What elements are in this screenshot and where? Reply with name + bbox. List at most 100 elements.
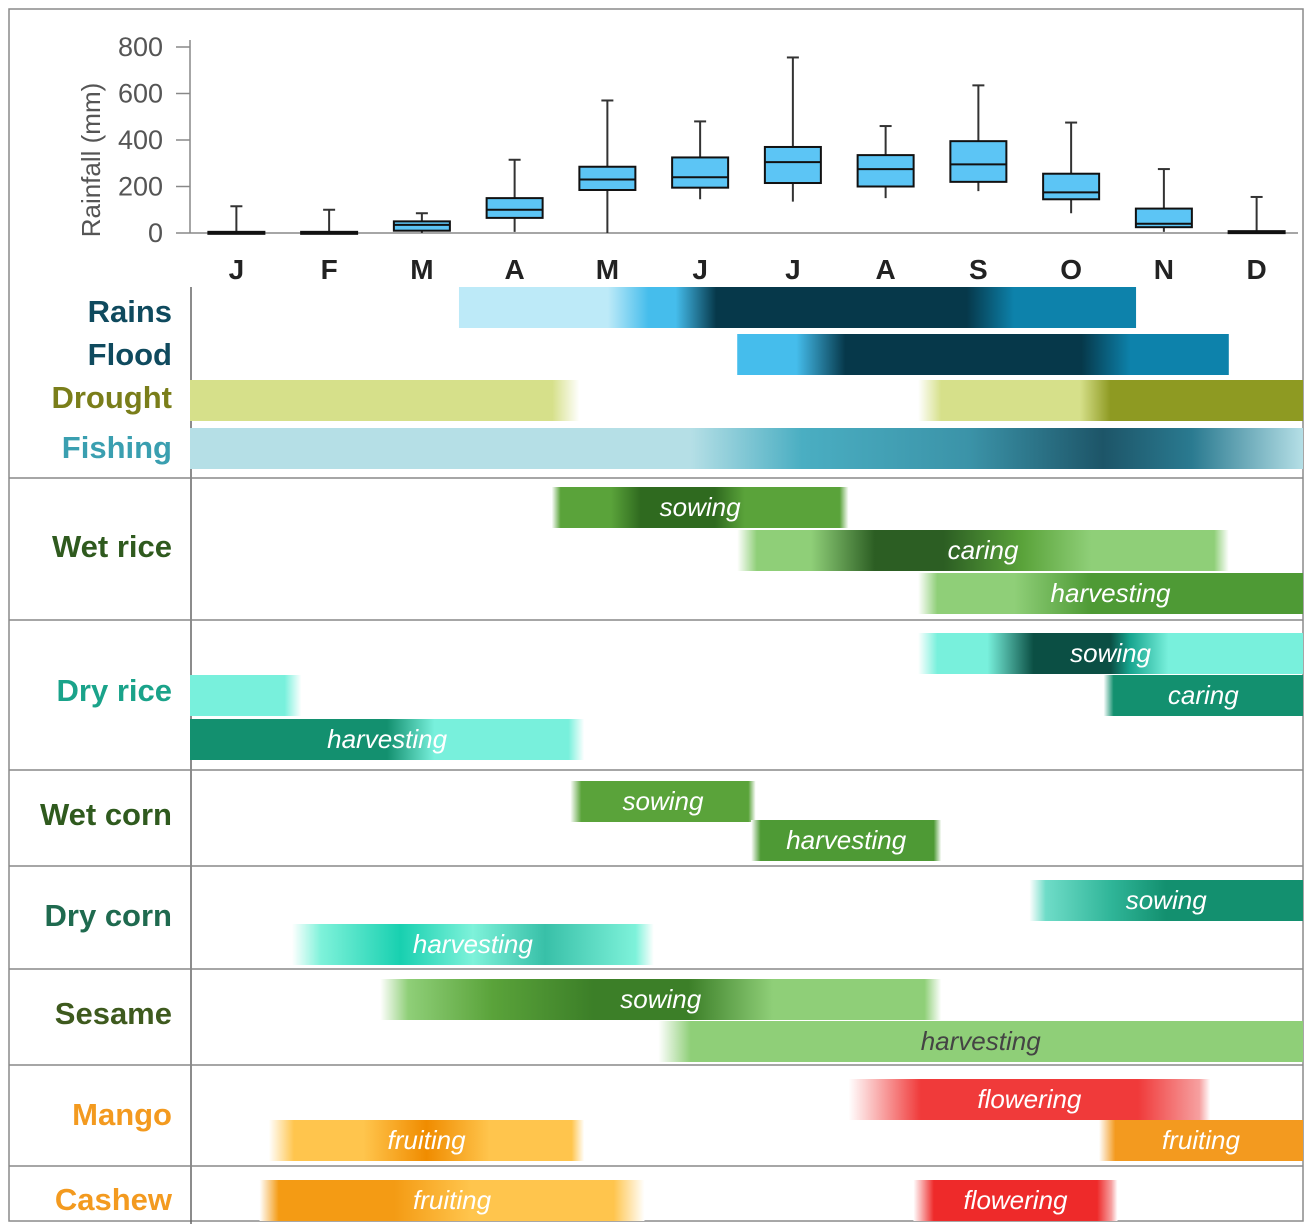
activity-label: Drought [51,380,172,415]
month-label: F [321,254,338,285]
box-iqr [1134,207,1193,229]
activity-bar [1098,1120,1303,1161]
activity-bar-label: fruiting [1162,1125,1241,1155]
activity-cashew: Cashew fruiting flowering [55,1180,1118,1221]
y-tick-label: 600 [118,79,163,109]
activity-bar [292,924,654,965]
activity-bar-label: sowing [660,492,741,522]
activity-mango: Mango flowering fruiting fruiting [72,1079,1303,1161]
month-label: A [876,254,896,285]
activity-label: Rains [88,294,172,329]
activity-dry-rice: Dry rice sowing caring harvesting [57,633,1303,760]
activity-bar [268,1120,585,1161]
y-tick-label: 200 [118,172,163,202]
y-tick-label: 0 [148,218,163,248]
activity-bar [190,719,585,760]
activity-bar-label: harvesting [1051,578,1171,608]
rainfall-box-6 [671,120,730,200]
figure-frame [8,8,1304,1222]
activity-bar [551,487,849,528]
activity-bar-label: caring [1168,680,1239,710]
activity-bar [1029,880,1303,921]
activity-label: Flood [88,337,172,372]
activity-bar [737,530,1229,571]
y-tick-label: 800 [118,32,163,62]
activity-bar-label: harvesting [786,825,906,855]
rainfall-box-7 [763,56,822,202]
activity-calendar: Rains Flood Drought Fishing Wet rice sowing ca… [9,287,1303,1224]
activity-bar-label: sowing [623,786,704,816]
activity-sesame: Sesame sowing harvesting [55,979,1303,1062]
activity-bar [918,380,1303,421]
activity-bar [751,820,942,861]
activity-bar [570,781,756,822]
activity-bar [918,573,1303,614]
y-axis-label: Rainfall (mm) [76,83,106,238]
activity-bar-label: sowing [620,984,701,1014]
box-iqr [485,197,544,219]
box-iqr [392,220,451,232]
rainfall-box-1 [207,205,266,235]
activity-rains: Rains [88,287,1137,329]
month-label: J [692,254,708,285]
box-iqr [949,140,1008,183]
month-label: A [505,254,525,285]
activity-bar [259,1180,645,1221]
activity-bar [848,1079,1211,1120]
box-iqr [1042,172,1101,201]
activity-label: Mango [72,1097,172,1132]
activity-bar [1103,675,1303,716]
rainfall-box-12 [1227,195,1286,235]
activity-label: Wet rice [52,529,172,564]
rainfall-box-11 [1134,168,1193,232]
activity-bar-label: fruiting [387,1125,466,1155]
rainfall-box-10 [1042,121,1101,214]
activity-label: Wet corn [40,797,172,832]
activity-drought: Drought [51,380,1303,421]
activity-bar-label: fruiting [413,1185,492,1215]
box-iqr [578,165,637,191]
activity-bar [190,675,302,716]
activity-label: Dry rice [57,673,172,708]
month-label: N [1154,254,1174,285]
activity-bar [918,633,1303,674]
y-tick-label: 400 [118,125,163,155]
activity-fishing: Fishing [62,428,1303,469]
month-label: J [229,254,245,285]
box-iqr [763,145,822,185]
activity-label: Dry corn [45,898,172,933]
box-iqr [856,154,915,188]
activity-wet-rice: Wet rice sowing caring harvesting [52,487,1303,614]
rainfall-box-8 [856,125,915,199]
activity-bar [913,1180,1118,1221]
activity-dry-corn: Dry corn sowing harvesting [45,880,1303,965]
rainfall-box-3 [392,212,451,233]
box-iqr [671,156,730,189]
activity-bar-label: sowing [1126,885,1207,915]
rainfall-box-2 [300,208,359,235]
activity-bar-label: sowing [1070,638,1151,668]
activity-bar-label: harvesting [413,929,533,959]
activity-bar-label: harvesting [327,724,447,754]
month-label: J [785,254,801,285]
rainfall-box-5 [578,99,637,233]
rainfall-box-4 [485,158,544,232]
rainfall-boxplot: 0 200 400 600 800 J F M A M J J A S O N D [118,32,1298,285]
activity-bar-label: caring [948,535,1019,565]
activity-label: Sesame [55,996,172,1031]
activity-bar [380,979,942,1020]
activity-bar [458,287,1137,328]
month-label: D [1247,254,1267,285]
month-label: O [1060,254,1082,285]
activity-bar [737,334,1229,375]
rainfall-box-9 [949,84,1008,192]
activity-bar [190,380,580,421]
activity-label: Fishing [62,430,172,465]
activity-bar-label: harvesting [921,1026,1041,1056]
activity-wet-corn: Wet corn sowing harvesting [40,781,942,861]
activity-bar-label: flowering [977,1084,1082,1114]
month-label: M [596,254,619,285]
activity-bar [190,428,1303,469]
